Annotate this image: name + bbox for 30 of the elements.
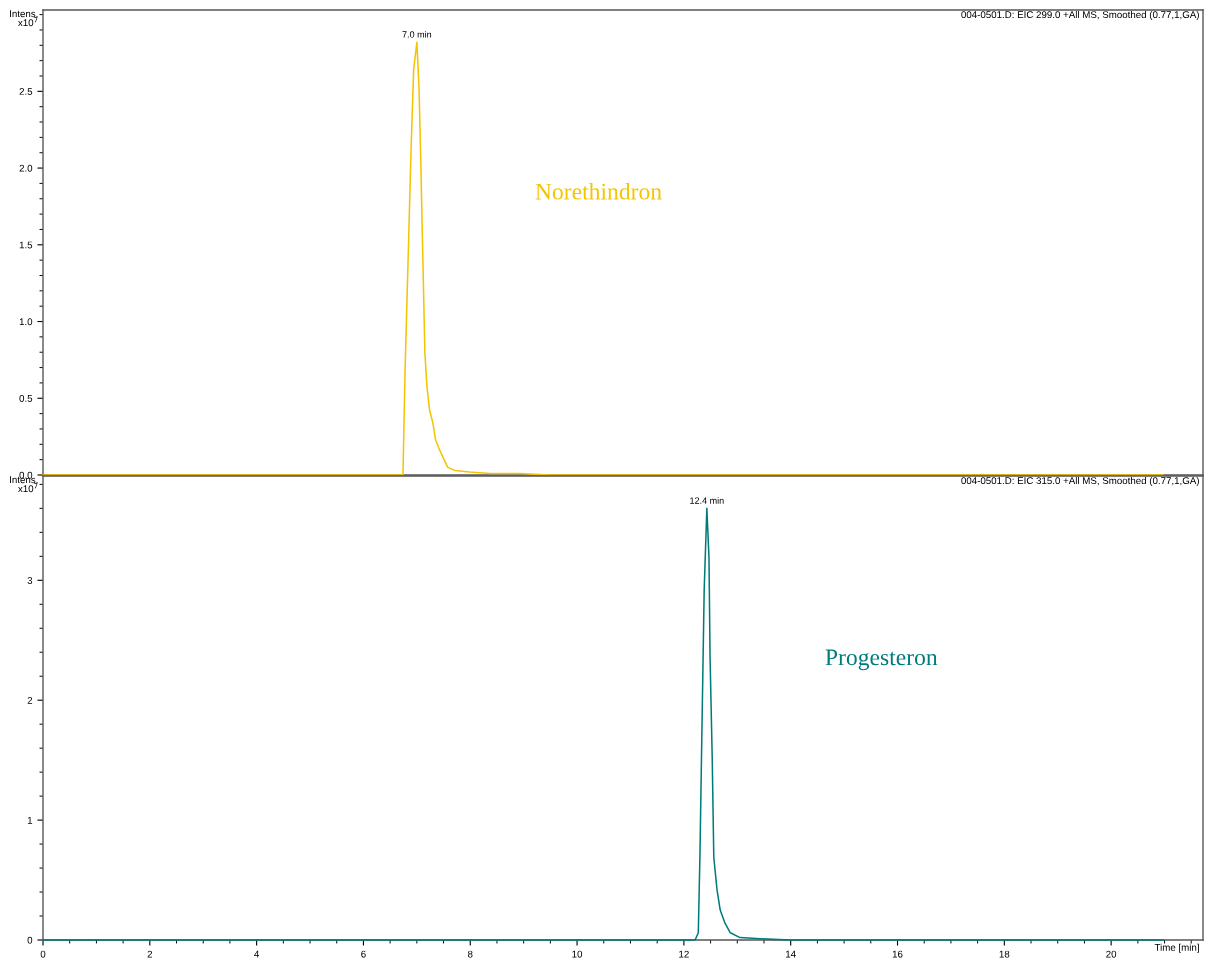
x-tick-label: 2: [147, 950, 153, 958]
y-tick-label: 1.5: [19, 241, 33, 249]
x-tick-label: 12: [679, 950, 689, 958]
x-tick-label: 20: [1106, 950, 1117, 958]
x-tick-label: 6: [361, 950, 366, 958]
y-tick-label: 2.0: [19, 164, 33, 172]
x-tick-label: 10: [572, 950, 583, 958]
y-tick-label: 1.0: [19, 318, 33, 326]
line-series: [42, 507, 1164, 941]
y-tick-label: 2.5: [19, 88, 33, 95]
line-series: [42, 41, 1164, 476]
annotation: 7.0 min: [402, 31, 432, 38]
annotation: 12.4 min: [690, 497, 724, 504]
x-tick-label: 8: [467, 950, 473, 958]
x-tick-label: 14: [786, 950, 796, 958]
text: Norethindron: [535, 182, 662, 200]
x-tick-label: 16: [892, 950, 903, 958]
x-axis-title: Time [min]: [1154, 943, 1199, 953]
chart-title: 004-0501.D: EIC 315.0 +All MS, Smoothed (0.77,1,GA): [961, 476, 1199, 486]
y-tick-label: 0.5: [19, 395, 33, 402]
x-tick-label: 18: [999, 950, 1010, 958]
y-tick-label: 2: [27, 696, 33, 704]
y-tick-label: 3: [27, 577, 33, 584]
x-tick-label: 0: [40, 950, 46, 958]
y-axis-title: Intens. x10$^{7}$: [10, 10, 38, 27]
y-tick-label: 0: [27, 936, 33, 944]
x-tick-label: 4: [254, 950, 260, 958]
text: Progesteron: [825, 649, 938, 671]
y-tick-label: 1: [27, 816, 33, 824]
chart-title: 004-0501.D: EIC 299.0 +All MS, Smoothed (0.77,1,GA): [961, 10, 1199, 20]
